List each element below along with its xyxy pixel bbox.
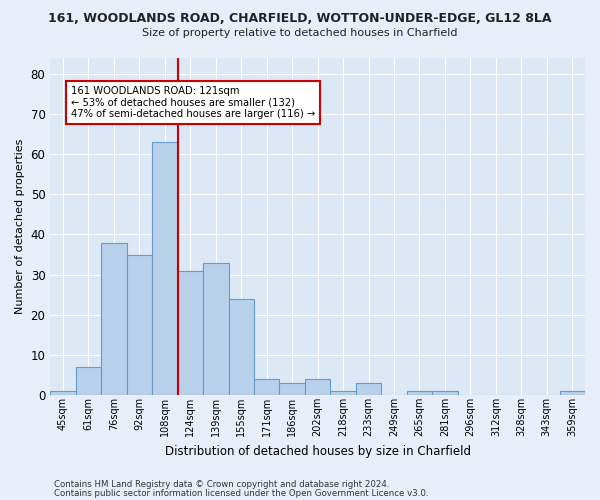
Bar [127, 254, 152, 396]
Bar [280, 384, 305, 396]
Text: Contains public sector information licensed under the Open Government Licence v3: Contains public sector information licen… [54, 489, 428, 498]
Bar [331, 392, 356, 396]
Bar [101, 242, 127, 396]
Text: Size of property relative to detached houses in Charfield: Size of property relative to detached ho… [142, 28, 458, 38]
Bar [178, 270, 203, 396]
Bar [560, 392, 585, 396]
Text: 161 WOODLANDS ROAD: 121sqm
← 53% of detached houses are smaller (132)
47% of sem: 161 WOODLANDS ROAD: 121sqm ← 53% of deta… [71, 86, 315, 119]
Bar [254, 380, 280, 396]
X-axis label: Distribution of detached houses by size in Charfield: Distribution of detached houses by size … [164, 444, 470, 458]
Y-axis label: Number of detached properties: Number of detached properties [15, 139, 25, 314]
Bar [50, 392, 76, 396]
Bar [203, 262, 229, 396]
Bar [152, 142, 178, 396]
Bar [407, 392, 432, 396]
Bar [76, 367, 101, 396]
Bar [229, 299, 254, 396]
Text: 161, WOODLANDS ROAD, CHARFIELD, WOTTON-UNDER-EDGE, GL12 8LA: 161, WOODLANDS ROAD, CHARFIELD, WOTTON-U… [48, 12, 552, 26]
Bar [432, 392, 458, 396]
Text: Contains HM Land Registry data © Crown copyright and database right 2024.: Contains HM Land Registry data © Crown c… [54, 480, 389, 489]
Bar [356, 384, 382, 396]
Bar [305, 380, 331, 396]
